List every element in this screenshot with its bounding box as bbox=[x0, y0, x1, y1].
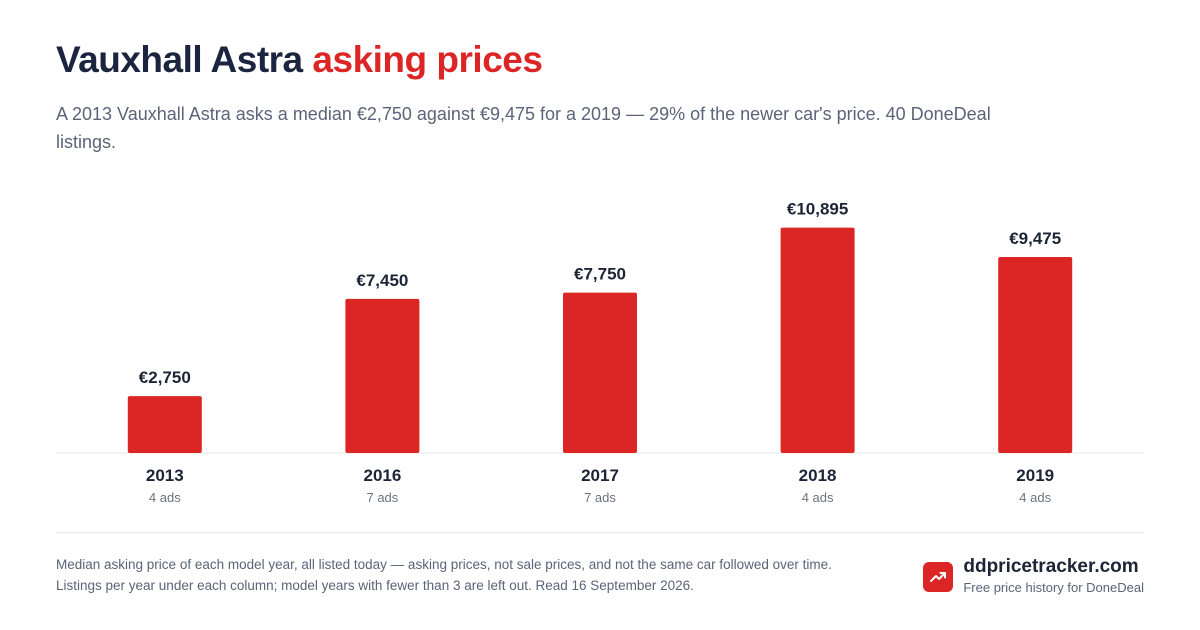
bar-2018 bbox=[780, 227, 855, 453]
value-label-2018: €10,895 bbox=[787, 200, 848, 219]
ad-count-label-2018: 4 ads bbox=[802, 490, 834, 505]
page-title: Vauxhall Astra asking prices bbox=[56, 38, 543, 82]
bar-2017 bbox=[563, 292, 637, 453]
title-accent: asking prices bbox=[312, 39, 543, 80]
footnote: Median asking price of each model year, … bbox=[56, 557, 832, 593]
page-subtitle: A 2013 Vauxhall Astra asks a median €2,7… bbox=[56, 104, 991, 152]
brand-tagline: Free price history for DoneDeal bbox=[963, 580, 1144, 595]
ad-count-label-2013: 4 ads bbox=[149, 490, 181, 505]
value-label-2019: €9,475 bbox=[1009, 229, 1061, 248]
title-plain: Vauxhall Astra bbox=[56, 39, 303, 80]
brand[interactable]: ddpricetracker.com Free price history fo… bbox=[923, 556, 1144, 598]
bar-2013 bbox=[127, 396, 202, 453]
x-tick-label-2019: 2019 bbox=[1016, 466, 1054, 485]
trending-up-icon bbox=[923, 562, 954, 592]
value-label-2016: €7,450 bbox=[356, 271, 408, 290]
x-tick-label-2013: 2013 bbox=[146, 466, 184, 485]
x-tick-label-2016: 2016 bbox=[363, 466, 401, 485]
ad-count-label-2016: 7 ads bbox=[366, 490, 398, 505]
x-tick-label-2017: 2017 bbox=[581, 466, 619, 485]
x-tick-label-2018: 2018 bbox=[799, 466, 837, 485]
bar-chart: €2,750 2013 4 ads €7,450 2016 7 ads €7,750 2017… bbox=[56, 200, 1144, 505]
ad-count-label-2019: 4 ads bbox=[1019, 490, 1051, 505]
bar-2019 bbox=[998, 256, 1073, 453]
brand-name[interactable]: ddpricetracker.com bbox=[963, 556, 1139, 577]
bars-layer: €2,750 2013 4 ads €7,450 2016 7 ads €7,750 2017… bbox=[127, 200, 1073, 505]
bar-2016 bbox=[345, 298, 420, 453]
value-label-2013: €2,750 bbox=[139, 368, 191, 387]
value-label-2017: €7,750 bbox=[574, 265, 626, 284]
ad-count-label-2017: 7 ads bbox=[584, 490, 616, 505]
footer-divider bbox=[56, 532, 1144, 533]
